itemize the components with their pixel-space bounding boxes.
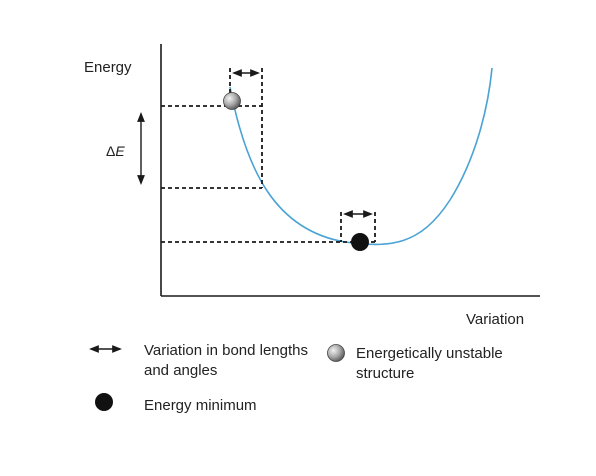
unstable-structure-sphere — [223, 92, 241, 110]
black-dot-icon — [95, 393, 113, 411]
legend-arrow-label: Variation in bond lengths and angles — [144, 342, 309, 379]
x-axis-label: Variation — [466, 311, 525, 328]
y-axis-label: Energy — [84, 59, 132, 76]
energy-curve — [229, 67, 493, 246]
legend-minimum-label: Energy minimum — [144, 397, 257, 414]
legend-unstable-label: Energetically unstable structure — [356, 345, 503, 382]
delta-e-label: ΔE — [106, 143, 125, 159]
energy-minimum-dot — [351, 233, 369, 251]
gray-sphere-icon — [327, 344, 345, 362]
